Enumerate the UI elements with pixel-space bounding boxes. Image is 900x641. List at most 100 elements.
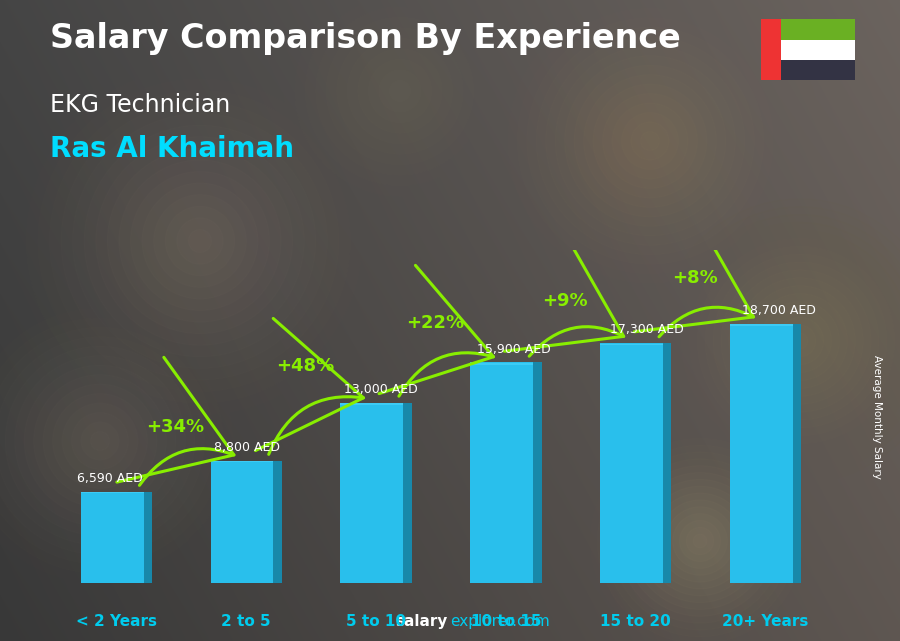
Text: 2 to 5: 2 to 5 <box>221 614 271 629</box>
Circle shape <box>713 254 886 428</box>
Circle shape <box>107 148 292 333</box>
Text: 18,700 AED: 18,700 AED <box>742 304 816 317</box>
Bar <box>730 324 793 583</box>
Circle shape <box>752 294 848 388</box>
Circle shape <box>584 75 716 207</box>
Circle shape <box>638 479 761 603</box>
Bar <box>211 461 274 583</box>
Circle shape <box>347 38 453 144</box>
Circle shape <box>154 195 247 287</box>
Circle shape <box>176 218 223 264</box>
Bar <box>274 461 282 583</box>
Circle shape <box>603 94 698 188</box>
Bar <box>776 40 855 60</box>
Circle shape <box>737 278 863 404</box>
Text: 5 to 10: 5 to 10 <box>346 614 406 629</box>
Circle shape <box>368 60 432 122</box>
Circle shape <box>545 37 754 246</box>
Text: Average Monthly Salary: Average Monthly Salary <box>872 354 883 479</box>
Text: 17,300 AED: 17,300 AED <box>610 323 683 336</box>
Circle shape <box>721 262 879 420</box>
Circle shape <box>618 459 782 623</box>
Circle shape <box>166 206 235 276</box>
Text: Ras Al Khaimah: Ras Al Khaimah <box>50 135 293 163</box>
Circle shape <box>612 103 688 179</box>
Circle shape <box>43 384 157 498</box>
Text: +34%: +34% <box>147 418 204 436</box>
Text: Salary Comparison By Experience: Salary Comparison By Experience <box>50 22 680 55</box>
Bar <box>760 19 781 80</box>
Text: +9%: +9% <box>542 292 588 310</box>
Circle shape <box>72 413 129 469</box>
Circle shape <box>622 113 679 169</box>
Text: +8%: +8% <box>672 269 717 287</box>
Circle shape <box>390 81 410 101</box>
Text: 10 to 15: 10 to 15 <box>471 614 541 629</box>
Circle shape <box>631 122 669 160</box>
Circle shape <box>760 301 840 381</box>
Circle shape <box>652 493 748 589</box>
Circle shape <box>188 229 212 253</box>
Bar <box>403 403 412 583</box>
Circle shape <box>62 403 138 479</box>
Circle shape <box>24 365 176 517</box>
FancyArrowPatch shape <box>379 265 493 396</box>
Bar <box>793 324 801 583</box>
Bar <box>340 403 403 404</box>
Circle shape <box>327 17 473 165</box>
Circle shape <box>337 28 464 154</box>
Text: 8,800 AED: 8,800 AED <box>214 441 280 454</box>
Circle shape <box>625 466 775 616</box>
Circle shape <box>659 500 741 582</box>
Circle shape <box>33 375 166 507</box>
FancyArrowPatch shape <box>634 213 753 337</box>
Circle shape <box>645 487 755 595</box>
Circle shape <box>358 49 442 133</box>
Circle shape <box>729 270 871 412</box>
Circle shape <box>5 346 194 536</box>
Circle shape <box>632 472 769 610</box>
Circle shape <box>379 70 421 112</box>
Circle shape <box>14 356 185 526</box>
Text: +22%: +22% <box>406 314 464 332</box>
Circle shape <box>777 317 824 365</box>
Text: 13,000 AED: 13,000 AED <box>344 383 418 396</box>
Circle shape <box>81 422 119 460</box>
Circle shape <box>769 310 832 372</box>
Circle shape <box>672 513 727 569</box>
Circle shape <box>744 286 855 396</box>
Text: EKG Technician: EKG Technician <box>50 93 230 117</box>
Circle shape <box>142 183 258 299</box>
Circle shape <box>706 246 895 436</box>
Circle shape <box>119 160 281 322</box>
Circle shape <box>593 84 706 198</box>
Circle shape <box>641 131 660 151</box>
Circle shape <box>564 56 735 226</box>
Circle shape <box>693 534 706 548</box>
Circle shape <box>792 333 808 349</box>
Bar <box>81 492 143 583</box>
Text: explorer.com: explorer.com <box>450 615 550 629</box>
Bar <box>776 19 855 40</box>
Circle shape <box>666 507 734 575</box>
Circle shape <box>784 325 815 357</box>
Bar <box>730 324 793 326</box>
Bar <box>470 363 533 583</box>
Bar <box>600 343 663 583</box>
Bar <box>470 363 533 365</box>
FancyArrowPatch shape <box>504 232 624 356</box>
Text: 15 to 20: 15 to 20 <box>600 614 671 629</box>
Text: 15,900 AED: 15,900 AED <box>477 342 551 356</box>
Bar <box>143 492 152 583</box>
Text: +48%: +48% <box>276 357 335 375</box>
Circle shape <box>687 528 714 554</box>
Text: < 2 Years: < 2 Years <box>76 614 157 629</box>
Bar <box>776 60 855 80</box>
Circle shape <box>555 46 744 236</box>
Circle shape <box>680 520 721 562</box>
Text: 20+ Years: 20+ Years <box>723 614 809 629</box>
FancyArrowPatch shape <box>256 319 364 454</box>
Circle shape <box>574 65 725 217</box>
Text: salary: salary <box>395 615 447 629</box>
Circle shape <box>130 172 269 310</box>
